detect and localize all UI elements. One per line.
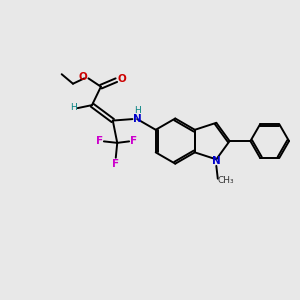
Text: F: F bbox=[96, 136, 103, 146]
Text: CH₃: CH₃ bbox=[218, 176, 234, 185]
Text: H: H bbox=[134, 106, 141, 115]
Text: H: H bbox=[70, 103, 77, 112]
Text: F: F bbox=[112, 159, 119, 169]
Text: O: O bbox=[117, 74, 126, 84]
Text: F: F bbox=[130, 136, 137, 146]
Text: O: O bbox=[79, 72, 87, 82]
Text: N: N bbox=[212, 156, 221, 166]
Text: N: N bbox=[133, 114, 142, 124]
